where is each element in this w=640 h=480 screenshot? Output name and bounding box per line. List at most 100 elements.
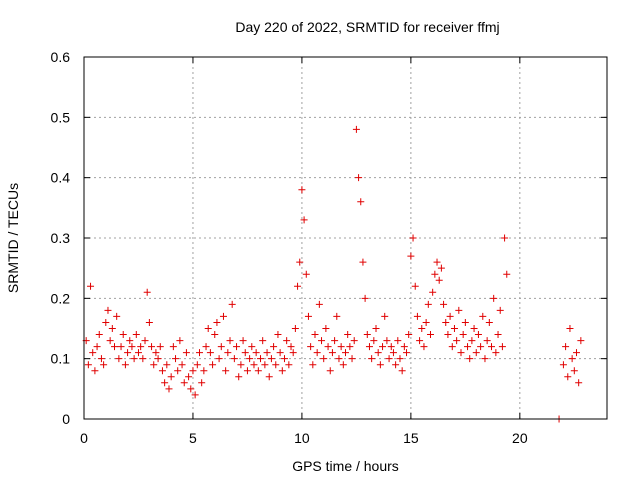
data-point bbox=[385, 355, 393, 363]
data-point bbox=[575, 379, 583, 387]
data-point bbox=[121, 361, 129, 369]
data-point bbox=[494, 331, 502, 339]
data-point bbox=[241, 349, 249, 357]
y-tick-label: 0.1 bbox=[51, 351, 71, 367]
data-point bbox=[444, 331, 452, 339]
data-point bbox=[209, 361, 217, 369]
data-point bbox=[115, 355, 123, 363]
data-point bbox=[130, 355, 138, 363]
data-point bbox=[577, 337, 585, 345]
data-point bbox=[124, 349, 132, 357]
data-point bbox=[405, 331, 413, 339]
data-point bbox=[335, 355, 343, 363]
data-point bbox=[363, 331, 371, 339]
data-point bbox=[403, 349, 411, 357]
data-point bbox=[564, 373, 572, 381]
data-point bbox=[119, 331, 127, 339]
chart-title: Day 220 of 2022, SRMTID for receiver ffm… bbox=[235, 19, 499, 35]
data-point bbox=[158, 367, 166, 375]
data-point bbox=[424, 300, 432, 308]
data-point bbox=[200, 367, 208, 375]
data-point bbox=[202, 343, 210, 351]
data-point bbox=[252, 349, 260, 357]
data-point bbox=[448, 343, 456, 351]
data-point bbox=[111, 343, 119, 351]
data-point bbox=[95, 331, 103, 339]
data-point bbox=[468, 337, 476, 345]
y-tick-label: 0.4 bbox=[51, 170, 71, 186]
data-point bbox=[270, 343, 278, 351]
data-point bbox=[285, 361, 293, 369]
data-point bbox=[437, 264, 445, 272]
data-point bbox=[455, 306, 463, 314]
data-point bbox=[263, 349, 271, 357]
data-point bbox=[274, 331, 282, 339]
data-point bbox=[128, 343, 136, 351]
data-point bbox=[145, 318, 153, 326]
data-point bbox=[416, 337, 424, 345]
data-point bbox=[409, 234, 417, 242]
data-point bbox=[339, 361, 347, 369]
data-point bbox=[187, 385, 195, 393]
data-point bbox=[483, 337, 491, 345]
data-point bbox=[326, 367, 334, 375]
data-point bbox=[141, 337, 149, 345]
data-point bbox=[490, 294, 498, 302]
x-axis-title: GPS time / hours bbox=[292, 458, 399, 474]
data-point bbox=[246, 355, 254, 363]
data-point bbox=[267, 355, 275, 363]
data-point bbox=[100, 361, 108, 369]
data-point bbox=[365, 343, 373, 351]
data-point bbox=[503, 270, 511, 278]
data-point bbox=[219, 312, 227, 320]
data-point bbox=[189, 367, 197, 375]
data-point bbox=[359, 258, 367, 266]
data-point bbox=[287, 343, 295, 351]
data-point bbox=[477, 343, 485, 351]
data-point bbox=[307, 343, 315, 351]
data-point bbox=[368, 355, 376, 363]
data-point bbox=[161, 379, 169, 387]
data-point bbox=[331, 337, 339, 345]
data-point bbox=[296, 258, 304, 266]
data-point bbox=[230, 355, 238, 363]
data-point bbox=[254, 367, 262, 375]
data-point bbox=[215, 355, 223, 363]
y-tick-label: 0.5 bbox=[51, 109, 71, 125]
data-point bbox=[206, 349, 214, 357]
y-tick-label: 0 bbox=[62, 411, 70, 427]
data-point bbox=[154, 355, 162, 363]
x-tick-label: 10 bbox=[294, 430, 310, 446]
data-point bbox=[433, 258, 441, 266]
data-point bbox=[394, 337, 402, 345]
data-point bbox=[413, 312, 421, 320]
data-point bbox=[422, 318, 430, 326]
data-point bbox=[93, 343, 101, 351]
data-point bbox=[501, 234, 509, 242]
data-point bbox=[361, 294, 369, 302]
x-tick-label: 5 bbox=[189, 430, 197, 446]
data-point bbox=[324, 343, 332, 351]
data-point bbox=[570, 367, 578, 375]
data-point bbox=[233, 343, 241, 351]
data-point bbox=[464, 343, 472, 351]
data-point bbox=[302, 270, 310, 278]
data-point bbox=[178, 361, 186, 369]
data-point bbox=[370, 337, 378, 345]
data-point bbox=[459, 331, 467, 339]
data-point bbox=[280, 355, 288, 363]
data-point bbox=[481, 355, 489, 363]
data-point bbox=[333, 312, 341, 320]
data-point bbox=[226, 337, 234, 345]
data-point bbox=[193, 361, 201, 369]
data-point bbox=[143, 288, 151, 296]
data-point bbox=[472, 349, 480, 357]
data-point bbox=[134, 349, 142, 357]
data-point bbox=[106, 337, 114, 345]
data-point bbox=[176, 337, 184, 345]
data-point bbox=[342, 349, 349, 357]
data-point bbox=[87, 282, 95, 290]
data-point bbox=[191, 391, 199, 399]
data-point bbox=[180, 379, 188, 387]
data-point bbox=[383, 337, 391, 345]
